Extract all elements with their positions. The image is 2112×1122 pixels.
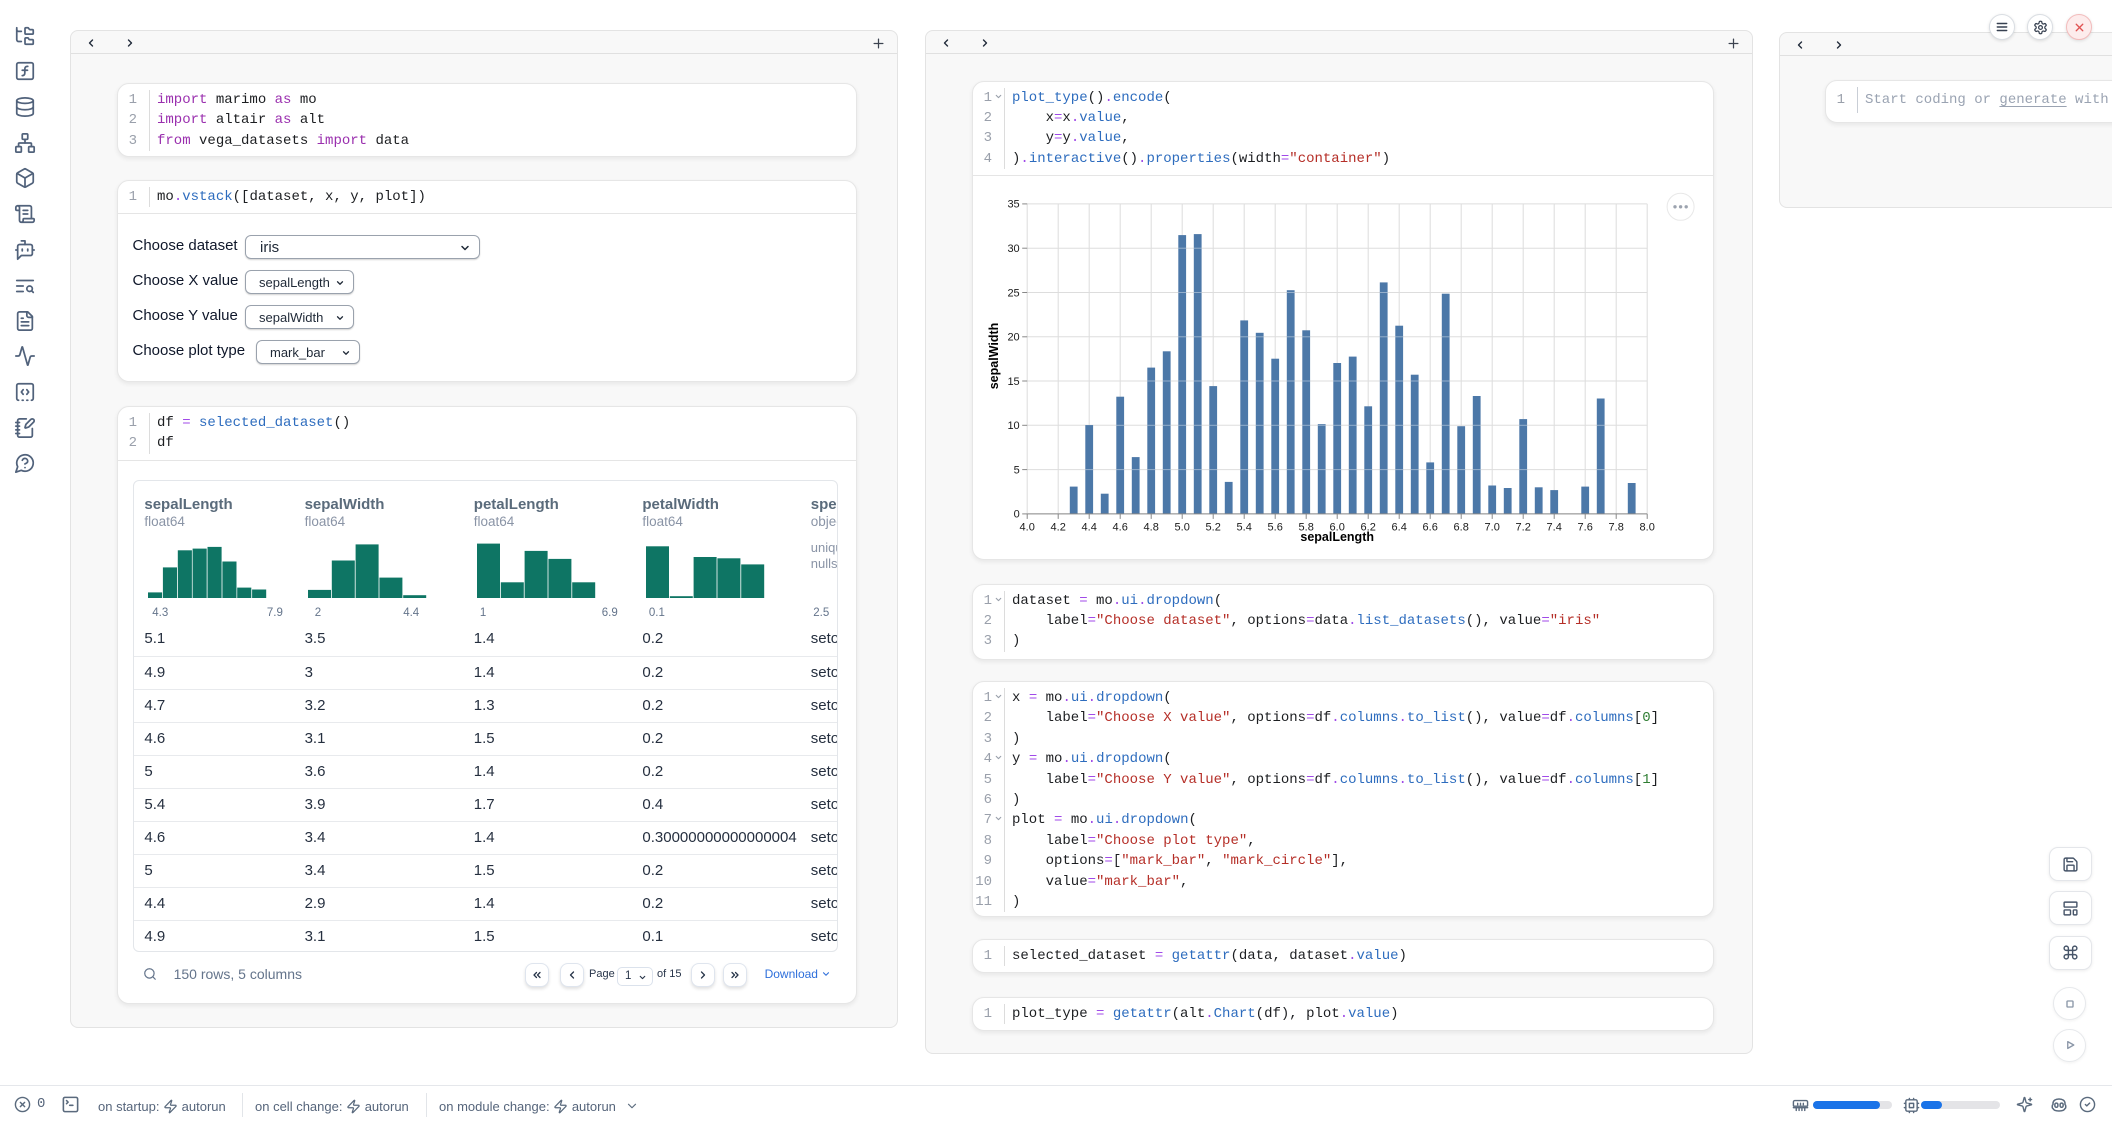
svg-text:6.0: 6.0 — [1330, 521, 1345, 533]
svg-text:25: 25 — [1007, 287, 1019, 299]
svg-text:6.8: 6.8 — [1454, 521, 1469, 533]
svg-text:5: 5 — [1014, 464, 1020, 476]
svg-text:4.4: 4.4 — [1082, 521, 1097, 533]
svg-text:0: 0 — [1014, 509, 1020, 521]
svg-text:sepalLength: sepalLength — [1300, 530, 1374, 544]
svg-text:6.2: 6.2 — [1361, 521, 1376, 533]
svg-text:4.8: 4.8 — [1144, 521, 1159, 533]
svg-text:15: 15 — [1007, 376, 1019, 388]
svg-text:5.6: 5.6 — [1268, 521, 1283, 533]
svg-text:7.4: 7.4 — [1547, 521, 1562, 533]
svg-text:7.2: 7.2 — [1516, 521, 1531, 533]
svg-text:10: 10 — [1007, 420, 1019, 432]
svg-text:8.0: 8.0 — [1640, 521, 1655, 533]
svg-text:6.6: 6.6 — [1423, 521, 1438, 533]
svg-text:4.2: 4.2 — [1051, 521, 1066, 533]
svg-text:7.6: 7.6 — [1578, 521, 1593, 533]
svg-text:20: 20 — [1007, 332, 1019, 344]
svg-text:5.0: 5.0 — [1175, 521, 1190, 533]
svg-text:35: 35 — [1007, 199, 1019, 211]
svg-text:sepalWidth: sepalWidth — [987, 323, 1001, 390]
svg-text:7.0: 7.0 — [1485, 521, 1500, 533]
svg-text:4.0: 4.0 — [1020, 521, 1035, 533]
svg-text:7.8: 7.8 — [1609, 521, 1624, 533]
svg-text:30: 30 — [1007, 243, 1019, 255]
svg-text:6.4: 6.4 — [1392, 521, 1407, 533]
svg-text:5.2: 5.2 — [1206, 521, 1221, 533]
svg-text:4.6: 4.6 — [1113, 521, 1128, 533]
svg-text:5.8: 5.8 — [1299, 521, 1314, 533]
svg-text:5.4: 5.4 — [1237, 521, 1252, 533]
